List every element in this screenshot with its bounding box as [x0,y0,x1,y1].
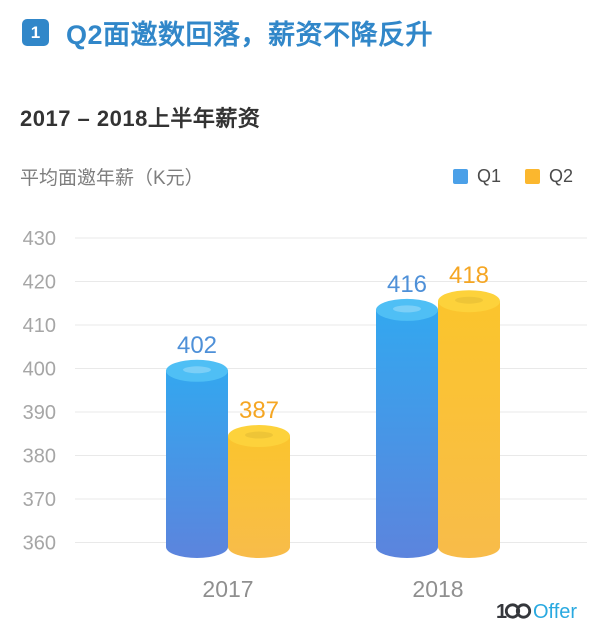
chart-title: 2017 – 2018上半年薪资 [20,106,261,131]
chart-header: 平均面邀年薪（K元） Q1 Q2 [20,163,573,190]
legend-label-q2: Q2 [548,166,573,186]
legend: Q1 Q2 [452,166,573,187]
y-tick-390: 390 [23,402,56,424]
bar-top-highlight [393,305,421,313]
legend-item-q1: Q1 [452,166,501,187]
y-tick-410: 410 [23,315,56,337]
bar-2017-q1 [166,359,228,558]
bar-body [166,370,228,558]
bar-2018-q2 [438,290,500,558]
bar-top-face [438,290,500,313]
y-axis-title: 平均面邀年薪（K元） [20,168,204,189]
x-tick-2017: 2017 [202,576,253,602]
logo-ring-icon [515,603,532,619]
logo-wordmark: Offer [533,601,577,623]
logo-ring-icon [504,603,521,619]
bar-2017-q2 [228,425,290,558]
section-number-badge: 1 [22,19,49,46]
value-label-2018-q2: 418 [449,262,489,289]
value-label-2017-q1: 402 [177,332,217,359]
bar-top-face [228,425,290,448]
value-label-2017-q2: 387 [239,397,279,424]
legend-swatch-q2-icon [524,169,540,184]
legend-item-q2: Q2 [524,166,573,187]
legend-label-q1: Q1 [476,166,501,186]
y-tick-430: 430 [23,228,56,250]
y-tick-420: 420 [23,272,56,294]
y-tick-370: 370 [23,489,56,511]
bar-top-face [166,359,228,382]
bar-body [376,309,438,558]
bar-top-highlight [245,431,273,439]
logo-digit: 1 [496,601,507,623]
bar-top-highlight [455,296,483,304]
x-tick-2018: 2018 [412,576,463,602]
y-tick-360: 360 [23,533,56,555]
bar-chart: 430 420 410 400 390 380 370 360 402 387 2017 416 418… [23,228,587,602]
value-label-2018-q1: 416 [387,271,427,298]
bar-body [438,301,500,558]
bar-body [228,436,290,558]
brand-logo: 1 Offer [496,601,577,623]
bar-2018-q1 [376,298,438,558]
bar-top-highlight [183,366,211,374]
bar-top-face [376,298,438,321]
y-tick-400: 400 [23,359,56,381]
section-title: Q2面邀数回落，薪资不降反升 [66,20,434,50]
y-tick-380: 380 [23,446,56,468]
section-header: 1 Q2面邀数回落，薪资不降反升 [22,13,433,52]
legend-swatch-q1-icon [452,169,468,184]
